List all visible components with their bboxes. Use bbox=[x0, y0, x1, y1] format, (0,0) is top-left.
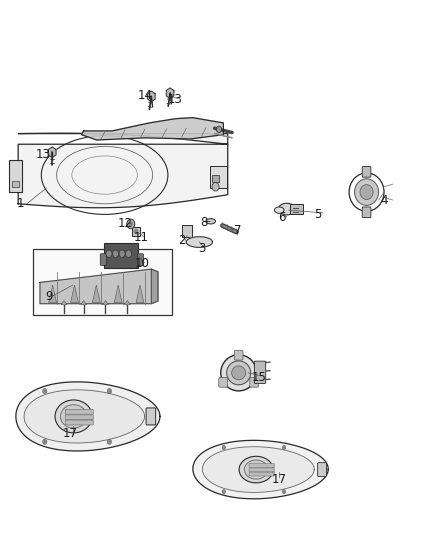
Text: 5: 5 bbox=[314, 208, 322, 221]
Circle shape bbox=[42, 389, 47, 394]
Polygon shape bbox=[49, 147, 56, 158]
FancyBboxPatch shape bbox=[254, 361, 266, 383]
Ellipse shape bbox=[275, 207, 284, 213]
Polygon shape bbox=[186, 237, 212, 247]
FancyBboxPatch shape bbox=[32, 249, 172, 316]
FancyBboxPatch shape bbox=[249, 468, 275, 472]
Text: 12: 12 bbox=[118, 217, 133, 230]
FancyBboxPatch shape bbox=[104, 243, 138, 268]
FancyBboxPatch shape bbox=[362, 207, 371, 217]
Text: 6: 6 bbox=[279, 211, 286, 224]
Polygon shape bbox=[49, 285, 57, 303]
FancyBboxPatch shape bbox=[234, 351, 243, 360]
Polygon shape bbox=[24, 390, 145, 443]
Ellipse shape bbox=[226, 361, 251, 385]
Text: 7: 7 bbox=[233, 224, 241, 237]
Circle shape bbox=[212, 182, 219, 191]
Polygon shape bbox=[81, 301, 87, 305]
FancyBboxPatch shape bbox=[182, 225, 192, 237]
FancyBboxPatch shape bbox=[250, 377, 258, 387]
Text: 13: 13 bbox=[168, 93, 183, 106]
FancyBboxPatch shape bbox=[9, 160, 22, 191]
FancyBboxPatch shape bbox=[290, 204, 303, 214]
Circle shape bbox=[119, 250, 125, 257]
Polygon shape bbox=[61, 301, 67, 305]
Text: 11: 11 bbox=[134, 231, 149, 244]
Circle shape bbox=[216, 126, 222, 133]
Text: 8: 8 bbox=[200, 216, 208, 229]
Text: 17: 17 bbox=[63, 427, 78, 440]
Ellipse shape bbox=[221, 355, 257, 391]
Polygon shape bbox=[148, 91, 155, 102]
FancyBboxPatch shape bbox=[362, 166, 371, 177]
Circle shape bbox=[283, 446, 286, 450]
Ellipse shape bbox=[239, 456, 273, 483]
Circle shape bbox=[126, 250, 132, 257]
FancyBboxPatch shape bbox=[212, 174, 219, 182]
Text: 10: 10 bbox=[135, 257, 150, 270]
FancyBboxPatch shape bbox=[249, 472, 275, 476]
Polygon shape bbox=[16, 382, 160, 451]
Text: 3: 3 bbox=[198, 243, 206, 255]
Text: 13: 13 bbox=[36, 148, 51, 161]
FancyBboxPatch shape bbox=[100, 254, 106, 265]
Polygon shape bbox=[114, 285, 122, 303]
Ellipse shape bbox=[360, 184, 373, 199]
Text: 15: 15 bbox=[252, 370, 267, 384]
Circle shape bbox=[113, 250, 119, 257]
FancyBboxPatch shape bbox=[138, 254, 144, 265]
Ellipse shape bbox=[244, 460, 268, 479]
Ellipse shape bbox=[232, 366, 246, 379]
Ellipse shape bbox=[206, 219, 215, 224]
Text: 1: 1 bbox=[17, 197, 24, 211]
Polygon shape bbox=[40, 269, 158, 304]
Circle shape bbox=[107, 439, 112, 445]
FancyBboxPatch shape bbox=[65, 415, 93, 419]
FancyBboxPatch shape bbox=[210, 166, 227, 188]
FancyBboxPatch shape bbox=[249, 464, 275, 467]
Circle shape bbox=[127, 219, 135, 229]
Circle shape bbox=[129, 222, 133, 226]
Circle shape bbox=[222, 446, 226, 450]
FancyBboxPatch shape bbox=[65, 420, 93, 425]
Polygon shape bbox=[102, 301, 109, 305]
Ellipse shape bbox=[355, 179, 378, 205]
Text: 9: 9 bbox=[45, 290, 53, 303]
Polygon shape bbox=[71, 285, 78, 303]
Polygon shape bbox=[151, 269, 158, 304]
Polygon shape bbox=[18, 133, 228, 208]
Text: 14: 14 bbox=[138, 89, 153, 102]
Polygon shape bbox=[81, 118, 223, 140]
Text: 2: 2 bbox=[178, 235, 186, 247]
Circle shape bbox=[222, 489, 226, 494]
Polygon shape bbox=[124, 301, 131, 305]
FancyBboxPatch shape bbox=[318, 463, 326, 477]
Polygon shape bbox=[136, 285, 144, 303]
Circle shape bbox=[283, 489, 286, 494]
Polygon shape bbox=[193, 440, 328, 499]
Ellipse shape bbox=[55, 400, 92, 433]
Text: 4: 4 bbox=[380, 193, 388, 207]
Circle shape bbox=[42, 439, 47, 445]
FancyBboxPatch shape bbox=[65, 409, 93, 414]
Polygon shape bbox=[92, 285, 100, 303]
Polygon shape bbox=[202, 447, 314, 492]
Ellipse shape bbox=[60, 405, 87, 428]
Circle shape bbox=[106, 250, 112, 257]
Polygon shape bbox=[166, 88, 174, 99]
FancyBboxPatch shape bbox=[146, 408, 155, 425]
Text: 17: 17 bbox=[272, 473, 287, 486]
Ellipse shape bbox=[279, 203, 295, 215]
FancyBboxPatch shape bbox=[12, 181, 19, 187]
FancyBboxPatch shape bbox=[219, 377, 227, 387]
FancyBboxPatch shape bbox=[132, 227, 140, 236]
Circle shape bbox=[107, 389, 112, 394]
Circle shape bbox=[134, 229, 138, 233]
